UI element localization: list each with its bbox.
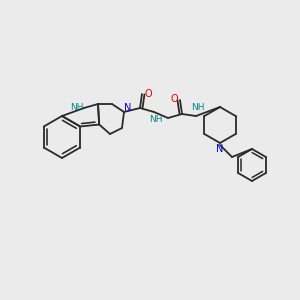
Text: NH: NH xyxy=(70,103,84,112)
Text: NH: NH xyxy=(149,116,163,124)
Text: N: N xyxy=(124,103,132,113)
Text: NH: NH xyxy=(191,103,205,112)
Text: N: N xyxy=(216,144,224,154)
Text: O: O xyxy=(170,94,178,104)
Text: O: O xyxy=(144,89,152,99)
